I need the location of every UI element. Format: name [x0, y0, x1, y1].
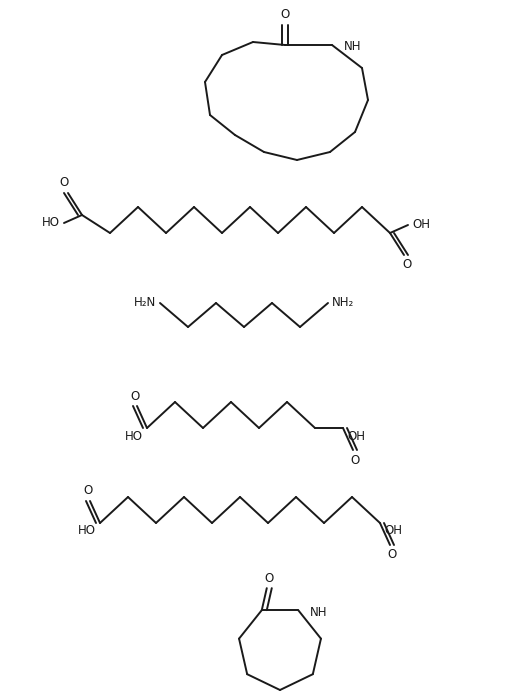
- Text: H₂N: H₂N: [134, 296, 156, 310]
- Text: NH: NH: [344, 41, 362, 54]
- Text: HO: HO: [125, 429, 143, 442]
- Text: HO: HO: [42, 217, 60, 229]
- Text: HO: HO: [78, 524, 96, 538]
- Text: O: O: [84, 484, 92, 498]
- Text: O: O: [264, 572, 274, 584]
- Text: OH: OH: [412, 219, 430, 231]
- Text: NH₂: NH₂: [332, 296, 354, 310]
- Text: O: O: [387, 549, 397, 561]
- Text: NH: NH: [310, 605, 327, 619]
- Text: O: O: [280, 8, 290, 22]
- Text: O: O: [402, 259, 412, 271]
- Text: O: O: [59, 177, 69, 189]
- Text: OH: OH: [347, 429, 365, 442]
- Text: O: O: [350, 454, 360, 466]
- Text: OH: OH: [384, 524, 402, 538]
- Text: O: O: [130, 389, 140, 403]
